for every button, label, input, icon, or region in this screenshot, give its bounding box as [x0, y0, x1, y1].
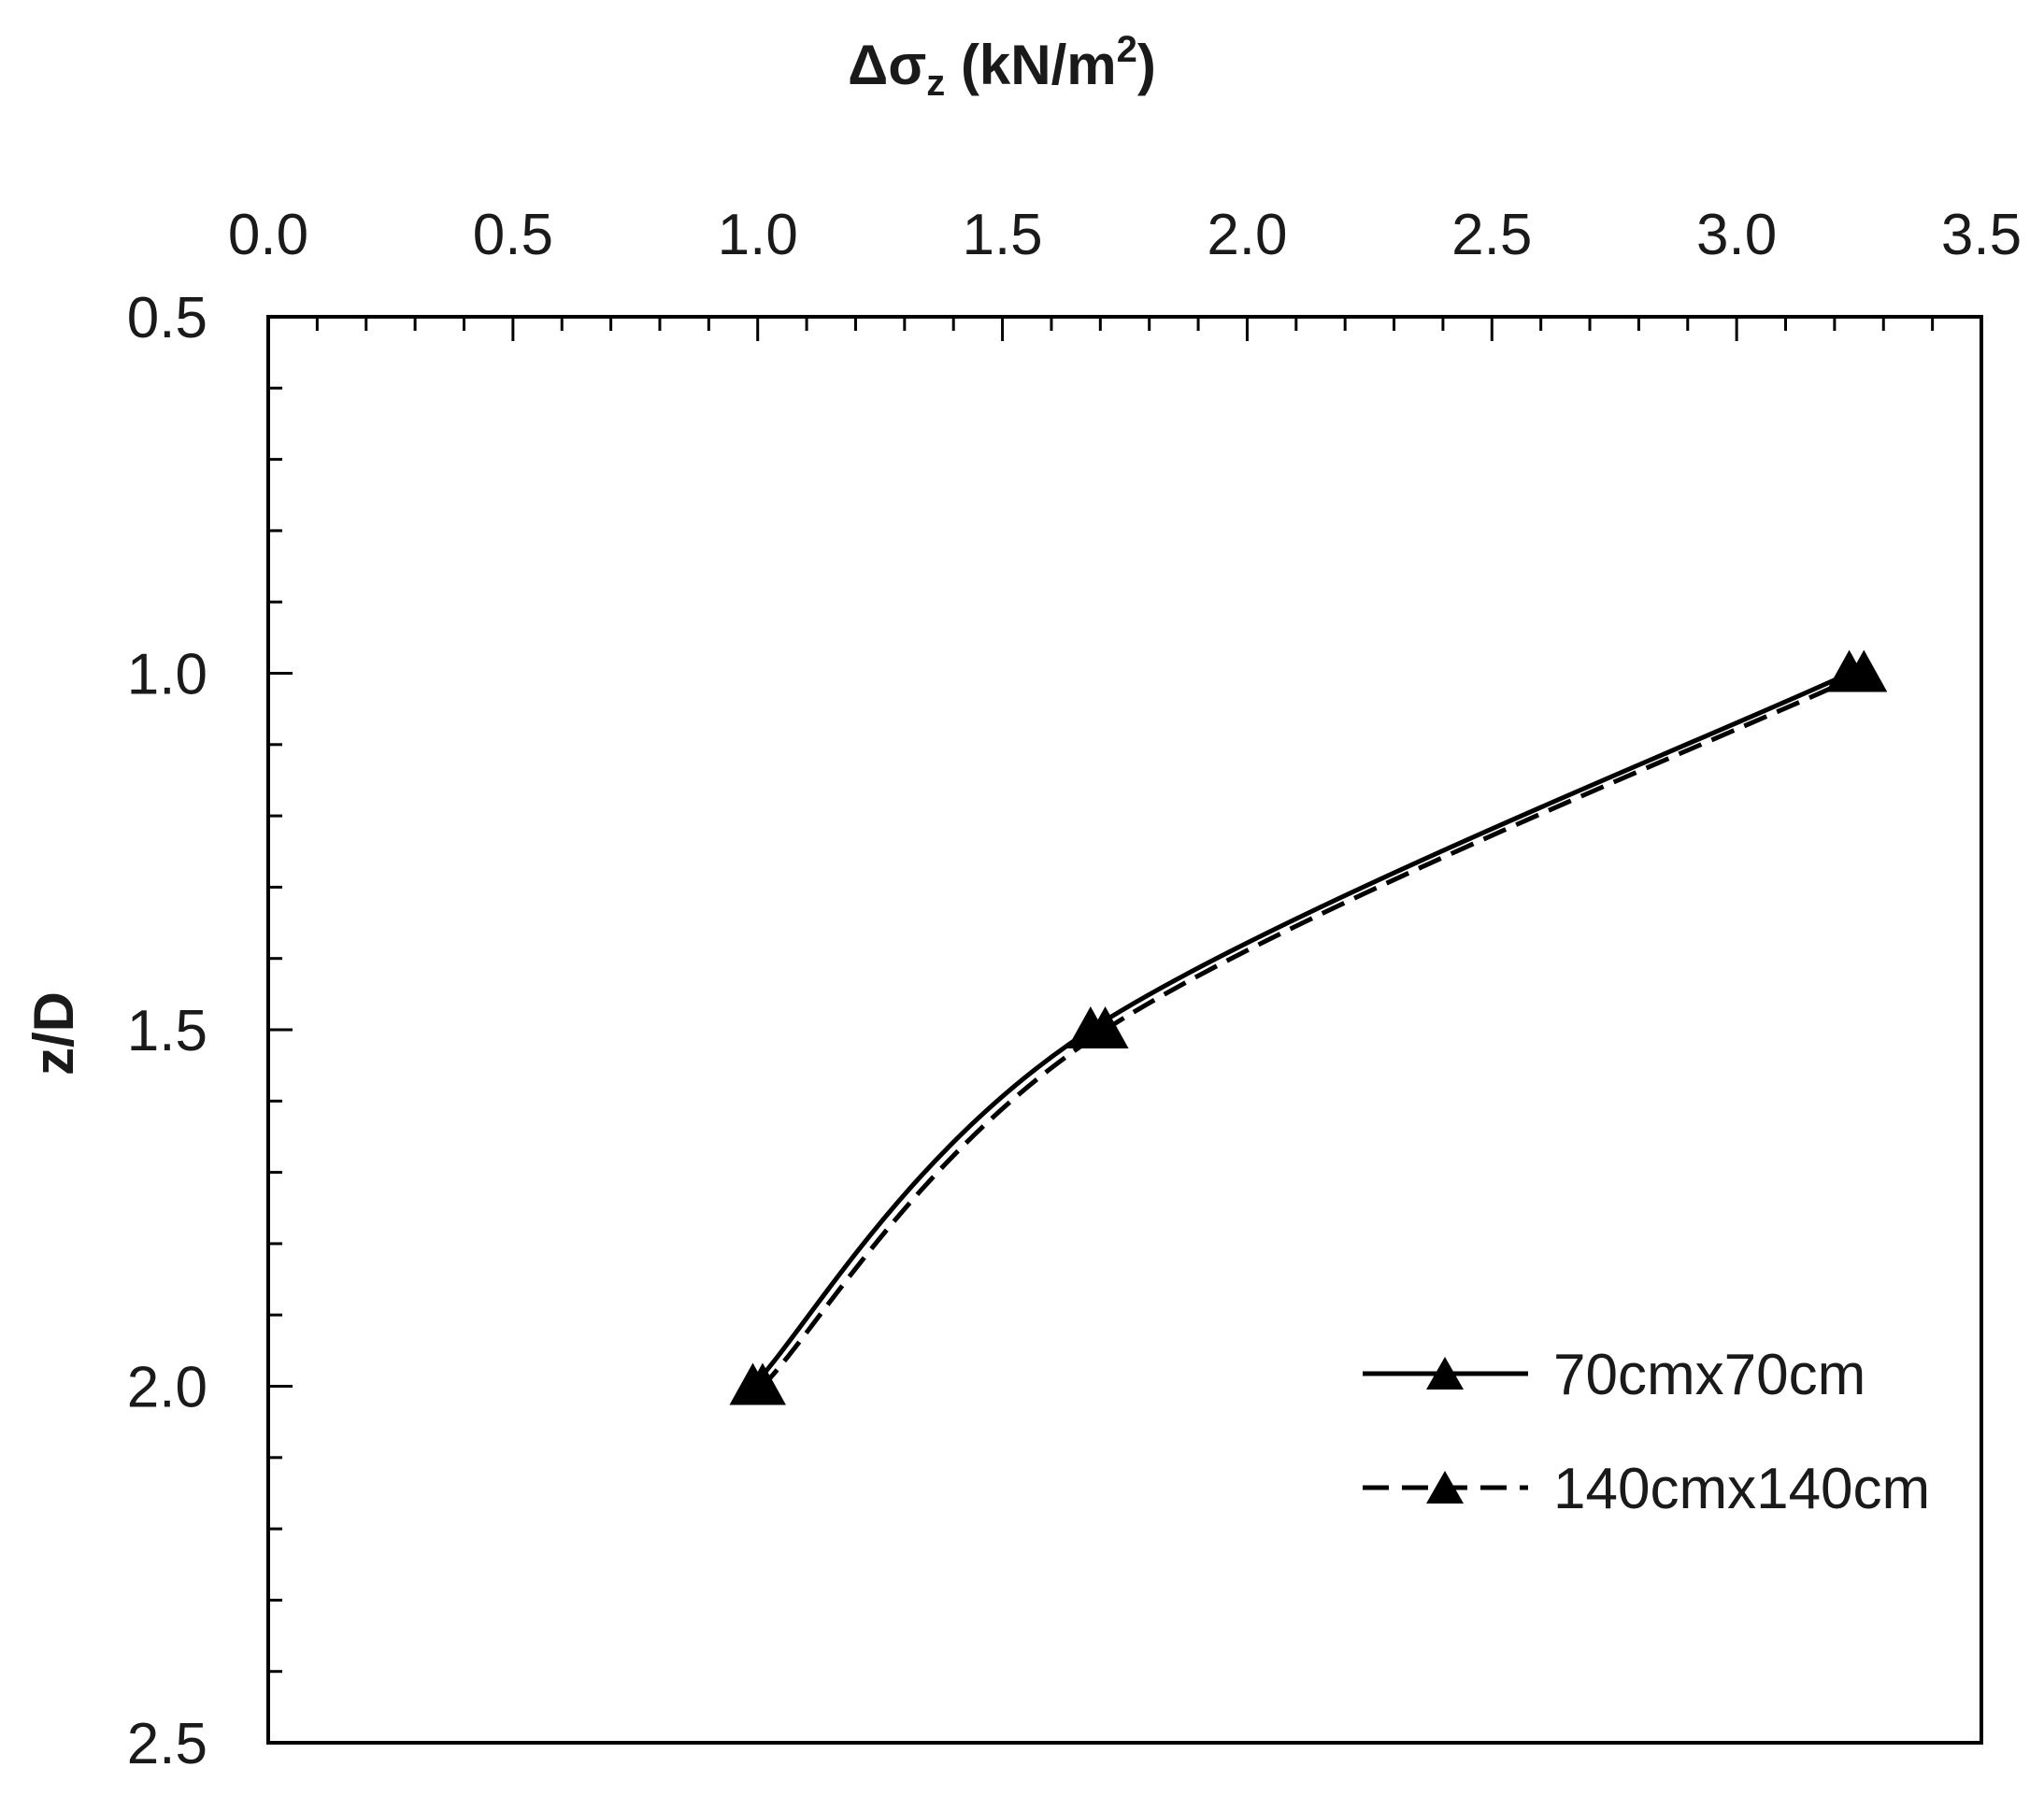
x-tick-label: 2.5: [1451, 203, 1532, 267]
plot-frame: [266, 315, 1983, 1745]
x-tick-label: 0.5: [473, 203, 553, 267]
tick-group: [266, 315, 1983, 1745]
series-1-point: [738, 1362, 786, 1405]
x-axis-title-unit: (kN/m: [945, 34, 1116, 96]
x-tick-label: 1.0: [718, 203, 798, 267]
legend-marker-140cm: [1426, 1471, 1464, 1504]
x-axis-title-main: Δσ: [848, 34, 926, 96]
y-tick-label: 2.5: [127, 1712, 207, 1776]
x-axis-title-close: ): [1137, 34, 1156, 96]
series-line-0: [750, 671, 1851, 1389]
x-axis-title-sub: z: [926, 63, 945, 104]
legend-marker-70cm: [1426, 1357, 1464, 1390]
y-tick-label: 0.5: [127, 286, 207, 350]
x-axis-title-sup: 2: [1117, 29, 1137, 70]
legend-label-140cm: 140cmx140cm: [1553, 1457, 1930, 1521]
series-line-1: [761, 671, 1865, 1389]
y-tick-label: 1.5: [127, 999, 207, 1063]
x-tick-label: 0.0: [228, 203, 308, 267]
y-tick-labels: 0.5 1.0 1.5 2.0 2.5: [127, 286, 207, 1776]
series-1-point: [1840, 649, 1888, 692]
x-tick-label: 3.5: [1941, 203, 2022, 267]
x-tick-label: 3.0: [1696, 203, 1777, 267]
x-axis-title: Δσz (kN/m2): [848, 29, 1156, 104]
y-tick-label: 1.0: [127, 643, 207, 707]
x-tick-label: 2.0: [1207, 203, 1287, 267]
series-1-point: [1081, 1006, 1129, 1048]
series-layer: [729, 649, 1888, 1405]
y-tick-label: 2.0: [127, 1356, 207, 1420]
x-tick-labels: 0.0 0.5 1.0 1.5 2.0 2.5 3.0 3.5: [228, 203, 2022, 267]
x-tick-label: 1.5: [962, 203, 1042, 267]
legend-label-70cm: 70cmx70cm: [1553, 1343, 1865, 1407]
legend: 70cmx70cm 140cmx140cm: [1363, 1343, 1930, 1521]
y-axis-title: z/D: [22, 991, 85, 1076]
